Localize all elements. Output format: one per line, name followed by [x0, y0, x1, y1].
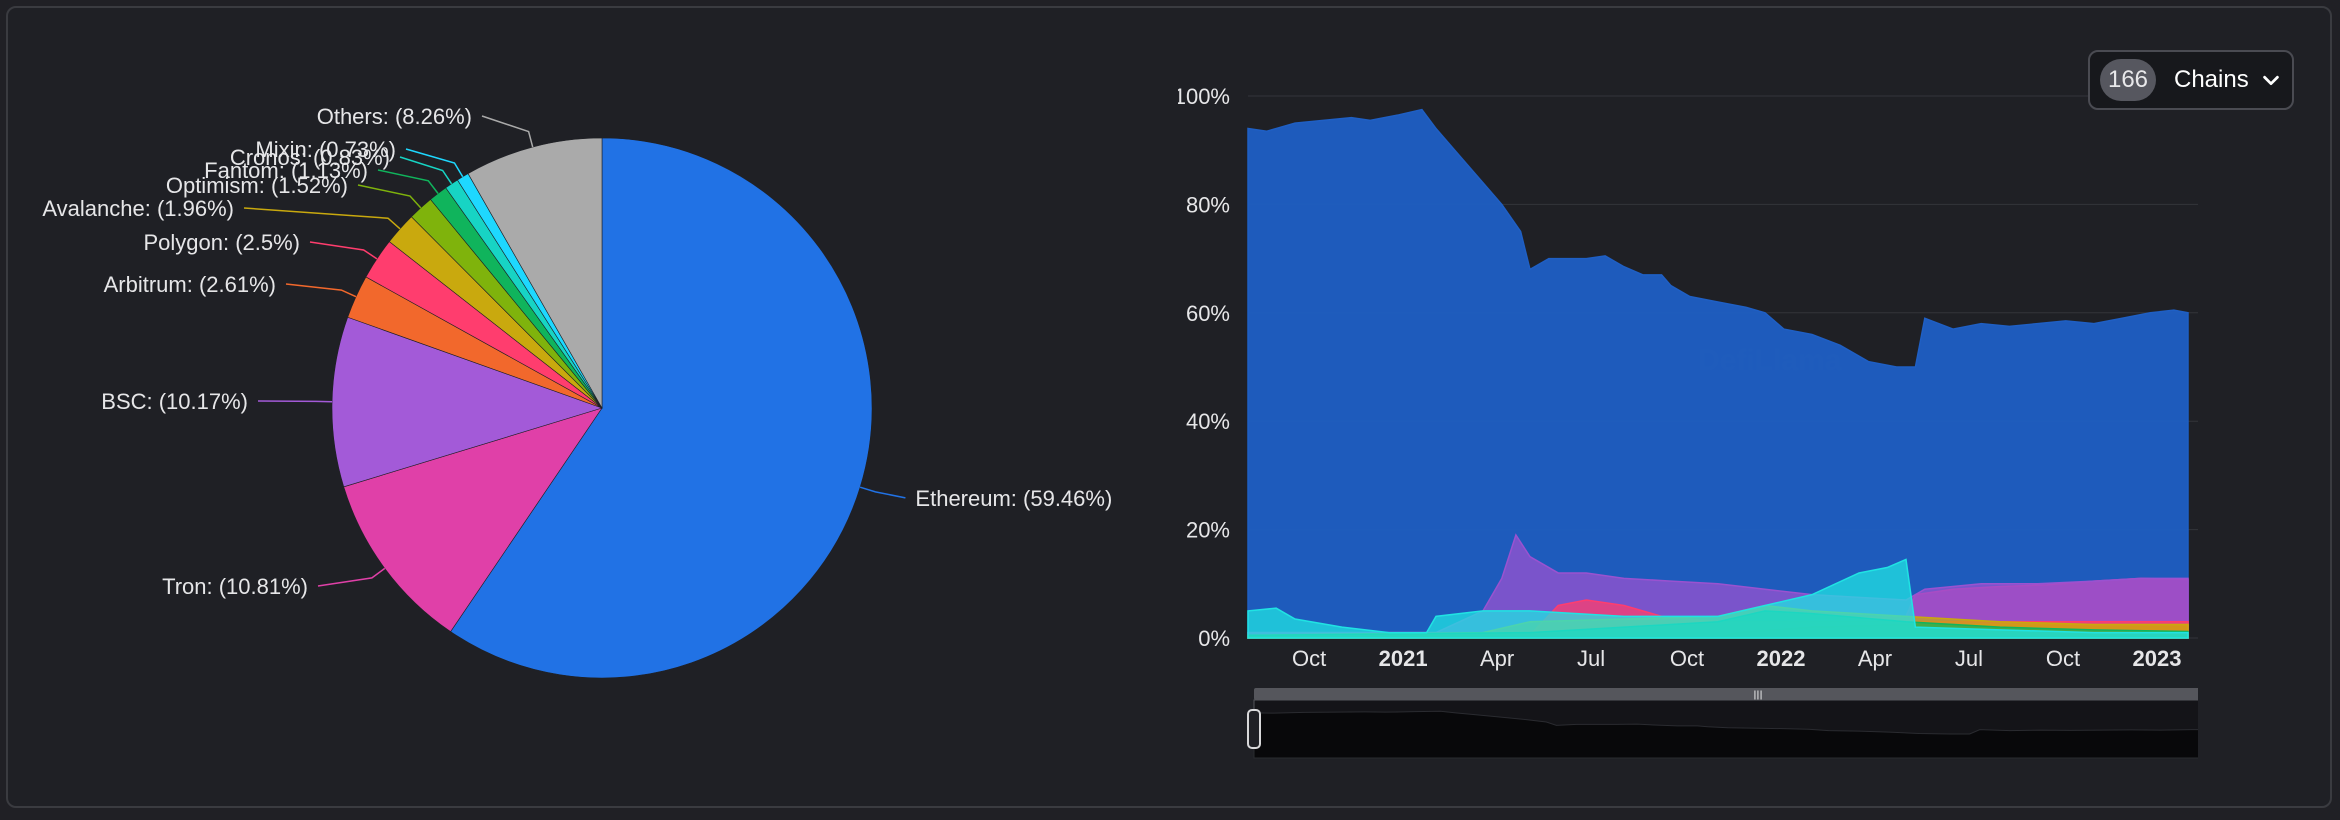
- area-series-ethereum[interactable]: [1247, 108, 2189, 639]
- zoom-preview-line: [1253, 710, 2198, 759]
- y-tick-label: 40%: [1186, 409, 1230, 434]
- pie-label-tron: Tron: (10.81%): [162, 574, 308, 599]
- y-tick-label: 0%: [1198, 626, 1230, 651]
- zoom-slider-bar[interactable]: [1254, 688, 2198, 700]
- pie-leader-line: [859, 486, 906, 499]
- pie-leader-line: [285, 283, 357, 298]
- pie-label-others: Others: (8.26%): [317, 104, 472, 129]
- pie-label-bsc: BSC: (10.17%): [101, 389, 248, 414]
- pie-leader-line: [481, 115, 534, 148]
- pie-leader-line: [405, 148, 464, 178]
- y-tick-label: 80%: [1186, 192, 1230, 217]
- x-tick-label: 2023: [2133, 646, 2182, 671]
- pie-leader-line: [377, 169, 439, 194]
- x-tick-label: Oct: [2046, 646, 2080, 671]
- chart-panel: Ethereum: (59.46%) Tron: (10.81%) BSC: (10…: [6, 6, 2332, 808]
- pie-leader-line: [399, 156, 453, 185]
- pie-label-ethereum: Ethereum: (59.46%): [915, 486, 1112, 511]
- x-tick-label: Oct: [1670, 646, 1704, 671]
- area-series-mixin[interactable]: [1247, 558, 2189, 639]
- x-tick-label: Apr: [1858, 646, 1892, 671]
- zoom-grip-icon[interactable]: |||: [1753, 688, 1762, 702]
- pie-label-mixin: Mixin: (0.73%): [255, 137, 396, 162]
- pie-leader-line: [257, 400, 333, 403]
- pie-label-fantom: Fantom: (1.13%): [204, 158, 368, 183]
- chains-label: Chains: [2174, 66, 2249, 93]
- x-tick-label: Apr: [1480, 646, 1514, 671]
- pie-leader-line: [243, 207, 401, 230]
- pie-leader-line: [317, 567, 386, 587]
- x-tick-label: Oct: [1292, 646, 1326, 671]
- pie-chart: Ethereum: (59.46%) Tron: (10.81%) BSC: (10…: [42, 104, 1112, 679]
- pie-label-cronos: Cronos: (0.83%): [230, 145, 390, 170]
- pie-slice-bsc[interactable]: [331, 316, 603, 488]
- pie-slice-tron[interactable]: [343, 407, 603, 632]
- pie-label-avalanche: Avalanche: (1.96%): [42, 196, 234, 221]
- pie-leader-line: [357, 184, 422, 209]
- pie-slice-others[interactable]: [467, 137, 603, 410]
- pie-label-optimism: Optimism: (1.52%): [166, 173, 348, 198]
- area-chart: 0%20%40%60%80%100%DefiLlamaOct2021AprJul…: [1178, 84, 2198, 759]
- pie-leader-line: [309, 241, 378, 260]
- y-tick-label: 60%: [1186, 301, 1230, 326]
- pie-label-polygon: Polygon: (2.5%): [143, 230, 300, 255]
- chains-count-badge: 166: [2100, 59, 2156, 101]
- x-tick-label: 2022: [1757, 646, 1806, 671]
- zoom-handle-left[interactable]: [1247, 709, 1261, 749]
- y-tick-label: 100%: [1178, 84, 1230, 109]
- chains-dropdown[interactable]: 166 Chains: [2088, 50, 2294, 110]
- x-tick-label: 2021: [1379, 646, 1428, 671]
- pie-label-arbitrum: Arbitrum: (2.61%): [104, 272, 276, 297]
- y-tick-label: 20%: [1186, 518, 1230, 543]
- x-tick-label: Jul: [1577, 646, 1605, 671]
- chevron-down-icon: [2263, 75, 2279, 86]
- x-tick-label: Jul: [1955, 646, 1983, 671]
